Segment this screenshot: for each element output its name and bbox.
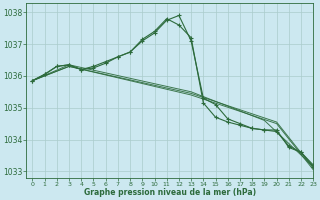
- X-axis label: Graphe pression niveau de la mer (hPa): Graphe pression niveau de la mer (hPa): [84, 188, 256, 197]
